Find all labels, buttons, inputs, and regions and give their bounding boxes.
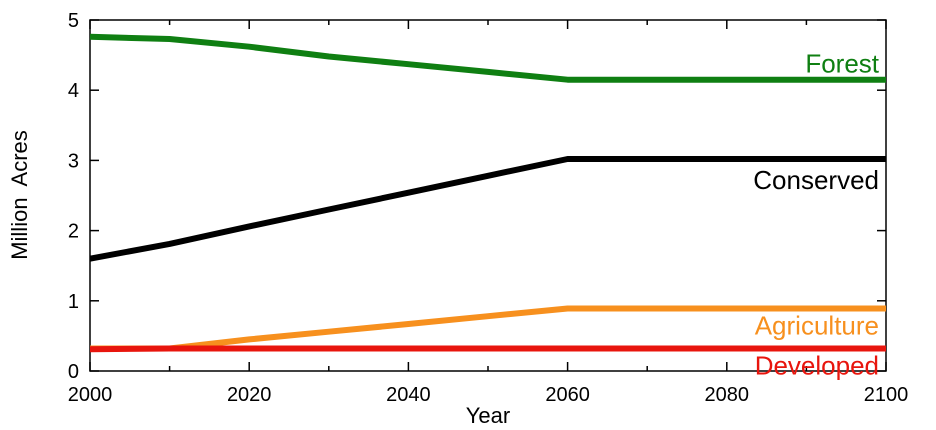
series-line-agriculture [90,305,886,352]
x-tick-label: 2040 [386,384,431,406]
series-lines [89,33,886,353]
series-label-forest: Forest [805,49,879,79]
y-tick-label: 0 [68,361,79,383]
x-tick-label: 2100 [864,384,909,406]
y-tick-label: 3 [68,150,79,172]
y-tick-label: 5 [68,10,79,32]
series-line-forest [89,33,886,83]
x-axis-title: Year [466,403,510,428]
series-labels: Forest Conserved Agriculture Developed [753,49,880,381]
series-line-conserved [89,156,886,262]
x-tick-label: 2020 [227,384,272,406]
y-tick-label: 1 [68,291,79,313]
y-tick-label: 4 [68,80,79,102]
axis-tick-labels: 2000 2020 2040 2060 2080 2100 0 1 2 3 4 5 [68,10,909,406]
x-tick-label: 2060 [545,384,590,406]
series-label-agriculture: Agriculture [755,311,879,341]
series-label-conserved: Conserved [753,165,879,195]
series-line-developed [89,345,886,353]
series-label-developed: Developed [755,351,879,381]
y-axis-title: Million Acres [7,130,32,260]
x-tick-label: 2000 [68,384,113,406]
y-tick-label: 2 [68,221,79,243]
x-tick-label: 2080 [705,384,750,406]
